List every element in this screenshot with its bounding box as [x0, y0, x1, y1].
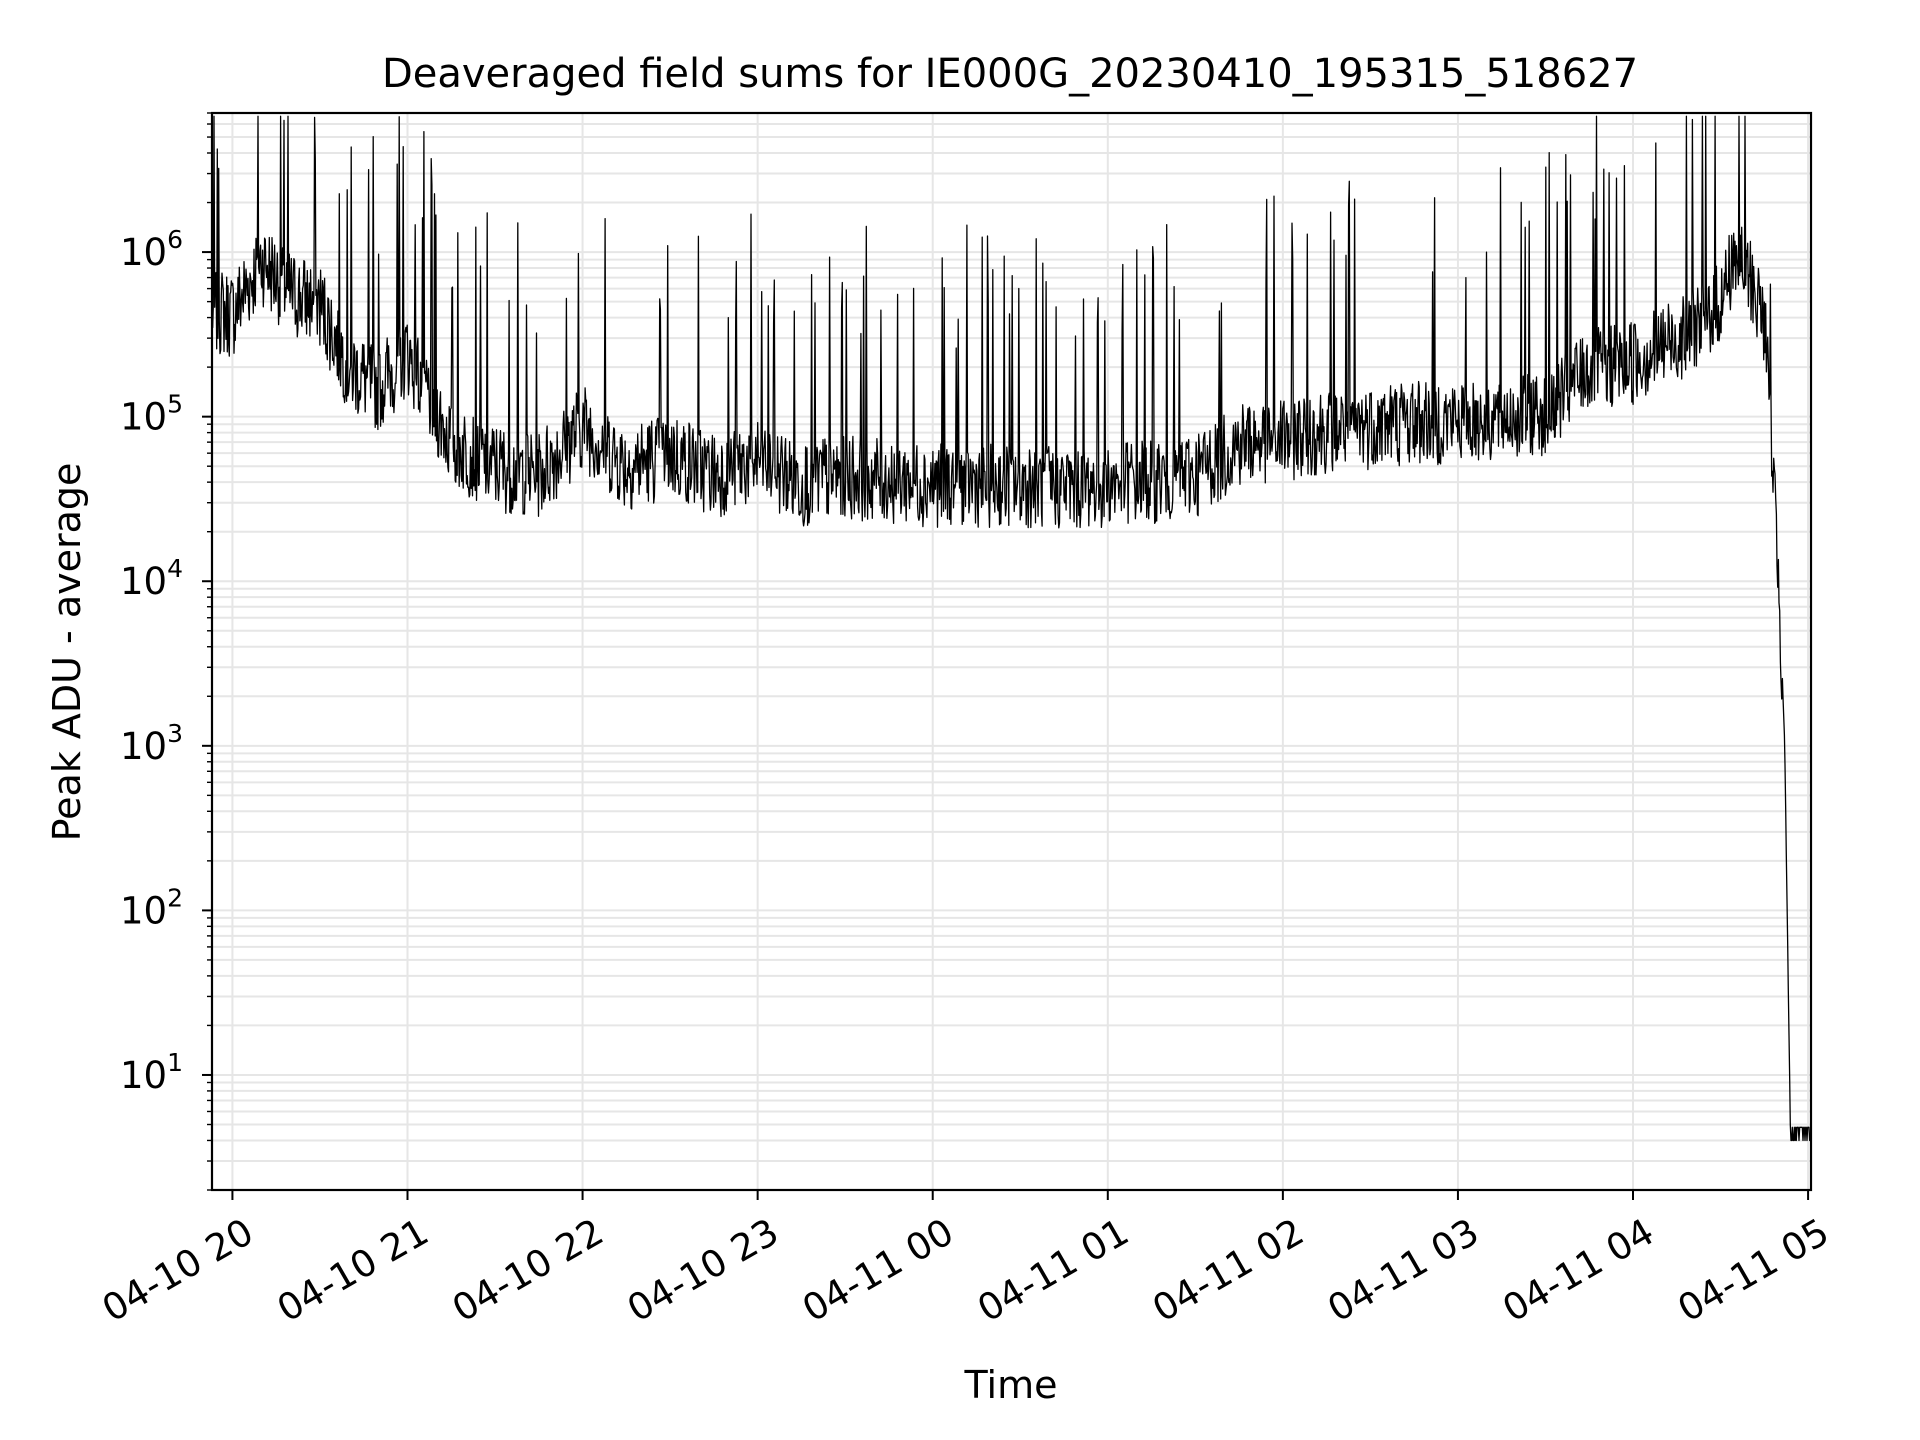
y-tick-label: 101: [120, 1048, 183, 1097]
y-axis-label: Peak ADU - average: [45, 463, 89, 842]
y-tick-base: 10: [120, 725, 167, 768]
y-tick-base: 10: [120, 1054, 167, 1097]
plot-frame: [210, 111, 1813, 1192]
chart-title: Deaveraged field sums for IE000G_2023041…: [382, 51, 1638, 97]
y-tick-label: 104: [120, 554, 183, 603]
y-tick-base: 10: [120, 560, 167, 603]
y-tick-exponent: 4: [167, 554, 183, 583]
series-line: [211, 115, 1812, 1142]
y-tick-base: 10: [120, 396, 167, 439]
x-axis-label: Time: [964, 1363, 1058, 1407]
y-tick-label: 106: [120, 225, 183, 274]
y-tick-label: 103: [120, 719, 183, 768]
y-tick-exponent: 3: [167, 719, 183, 748]
y-tick-base: 10: [120, 231, 167, 274]
y-tick-exponent: 5: [167, 390, 183, 419]
y-tick-base: 10: [120, 889, 167, 932]
y-tick-exponent: 6: [167, 225, 183, 254]
y-tick-exponent: 2: [167, 883, 183, 912]
y-tick-label: 102: [120, 883, 183, 932]
y-tick-label: 105: [120, 390, 183, 439]
series-layer: [211, 115, 1812, 1142]
y-tick-exponent: 1: [167, 1048, 183, 1077]
